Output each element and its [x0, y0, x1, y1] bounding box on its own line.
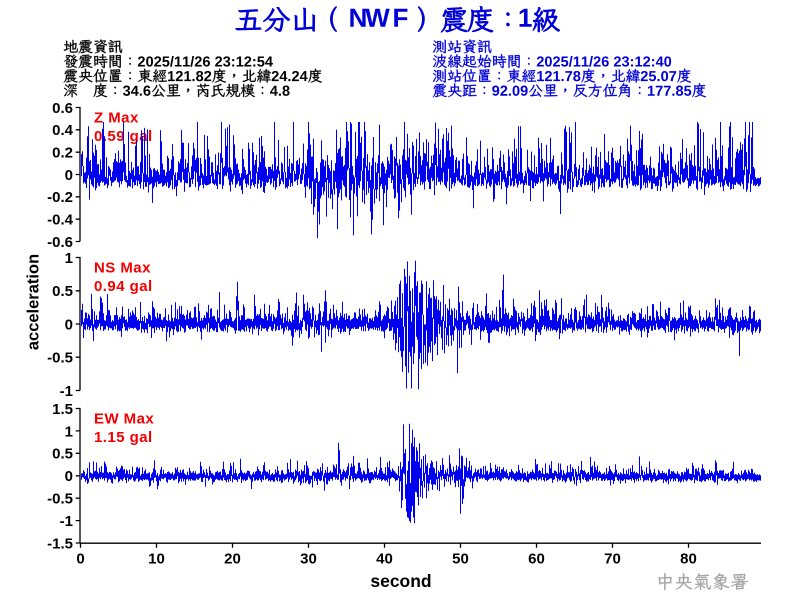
svg-text:1: 1: [65, 423, 73, 440]
svg-text:0: 0: [76, 550, 84, 567]
svg-text:0.2: 0.2: [52, 145, 73, 162]
svg-text:acceleration: acceleration: [24, 254, 42, 350]
svg-text:0: 0: [65, 167, 73, 184]
svg-text:0.4: 0.4: [52, 122, 74, 139]
svg-text:80: 80: [680, 550, 697, 567]
svg-text:-1: -1: [60, 383, 73, 400]
svg-text:1.15 gal: 1.15 gal: [94, 429, 153, 446]
svg-text:EW Max: EW Max: [94, 411, 154, 428]
svg-text:1: 1: [65, 250, 73, 267]
svg-text:10: 10: [148, 550, 165, 567]
svg-text:0: 0: [65, 468, 73, 485]
svg-text:Z Max: Z Max: [94, 110, 139, 127]
svg-text:-0.2: -0.2: [47, 189, 73, 206]
svg-text:-0.4: -0.4: [47, 212, 74, 229]
svg-text:-0.5: -0.5: [47, 350, 73, 367]
svg-text:30: 30: [300, 550, 317, 567]
svg-text:70: 70: [604, 550, 621, 567]
svg-text:0.6: 0.6: [52, 100, 73, 117]
svg-text:0: 0: [65, 316, 73, 333]
svg-text:50: 50: [452, 550, 469, 567]
svg-text:-0.5: -0.5: [47, 491, 73, 508]
svg-text:-0.6: -0.6: [47, 234, 73, 251]
svg-text:60: 60: [528, 550, 545, 567]
svg-text:0.5: 0.5: [52, 283, 73, 300]
svg-text:20: 20: [224, 550, 241, 567]
svg-text:40: 40: [376, 550, 393, 567]
svg-text:-1: -1: [60, 513, 73, 530]
svg-text:0.5: 0.5: [52, 446, 73, 463]
svg-text:NS Max: NS Max: [94, 260, 151, 277]
svg-text:1.5: 1.5: [52, 401, 73, 418]
svg-text:-1.5: -1.5: [47, 535, 73, 552]
svg-text:0.94 gal: 0.94 gal: [94, 278, 153, 295]
svg-text:second: second: [370, 571, 431, 591]
